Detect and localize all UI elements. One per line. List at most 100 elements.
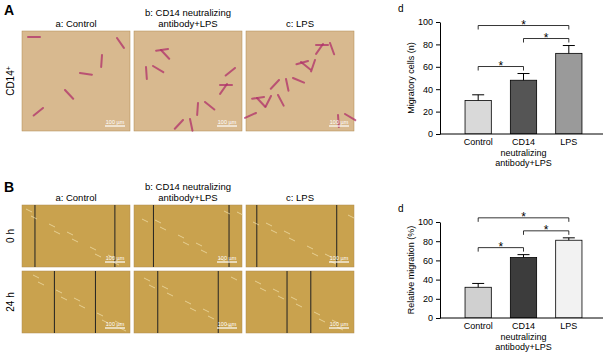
cell — [79, 305, 85, 308]
scratch-edge — [34, 205, 35, 267]
cell — [54, 231, 60, 234]
cell — [33, 275, 39, 278]
significance-label: * — [499, 240, 504, 254]
significance-label: * — [544, 31, 549, 45]
cell — [284, 231, 290, 234]
scale-bar — [329, 261, 349, 262]
bar — [510, 80, 536, 134]
y-tick-label: 60 — [423, 62, 433, 72]
cell — [67, 232, 73, 235]
significance-label: * — [544, 223, 549, 237]
stained-cell — [226, 68, 235, 76]
cell — [183, 242, 189, 245]
y-tick: 60 — [423, 256, 440, 266]
y-axis-title: Migratory cells (n) — [406, 42, 416, 114]
stained-cell — [161, 50, 169, 59]
cell — [266, 223, 272, 226]
x-tick: Control — [464, 134, 493, 147]
cell — [203, 309, 209, 312]
error-bar-cap — [518, 254, 530, 255]
scale-bar — [217, 125, 237, 126]
stained-cell — [65, 90, 73, 99]
scale-bar — [105, 125, 125, 126]
error-bar — [563, 46, 575, 54]
cell — [162, 286, 168, 289]
column-header: a: Control — [55, 18, 96, 29]
scale-bar — [105, 261, 125, 262]
column-header: b: CD14 neutralizingantibody+LPS — [145, 7, 231, 29]
x-axis-line — [440, 318, 603, 319]
stained-cell — [311, 60, 315, 71]
cell — [296, 304, 302, 307]
cell — [56, 290, 62, 293]
cell — [190, 308, 196, 311]
cell — [260, 288, 266, 291]
bar — [465, 100, 491, 134]
cell — [201, 250, 207, 253]
scratch-edge — [287, 271, 288, 333]
stained-cell — [330, 43, 334, 54]
micrograph — [134, 271, 242, 333]
y-tick-mark — [436, 260, 440, 261]
cell — [208, 316, 214, 319]
cell — [289, 238, 295, 241]
panel-label: d — [398, 3, 404, 14]
stained-cell — [266, 96, 271, 107]
y-tick-label: 40 — [423, 275, 433, 285]
x-tick: CD14neutralizingantibody+LPS — [495, 134, 551, 168]
cell — [61, 297, 67, 300]
scale-bar — [217, 327, 237, 328]
stained-cell — [316, 44, 328, 46]
stained-cell — [190, 119, 192, 131]
cell — [185, 301, 191, 304]
y-tick: 60 — [423, 62, 440, 72]
x-tick-label: Control — [464, 137, 493, 147]
cell — [273, 289, 279, 292]
y-tick: 0 — [428, 313, 440, 323]
stained-cell — [286, 79, 288, 91]
row-label: 0 h — [5, 229, 16, 243]
cell — [319, 319, 325, 322]
y-tick-label: 0 — [428, 313, 433, 323]
y-tick-mark — [436, 112, 440, 113]
y-tick-mark — [436, 89, 440, 90]
stained-cell — [175, 120, 183, 129]
cell — [314, 312, 320, 315]
y-tick: 40 — [423, 275, 440, 285]
scratch-edge — [153, 205, 154, 267]
y-tick-mark — [436, 67, 440, 68]
cell — [307, 246, 313, 249]
cell — [95, 254, 101, 257]
y-tick-label: 60 — [423, 256, 433, 266]
error-bar — [518, 74, 530, 81]
y-axis-title: Relative migration (%) — [406, 226, 416, 315]
error-bar — [472, 283, 484, 287]
cell — [97, 313, 103, 316]
scale-bar-label: 100 µm — [218, 119, 237, 125]
cell — [231, 277, 237, 280]
x-tick: LPS — [560, 134, 577, 147]
y-tick: 80 — [423, 237, 440, 247]
cell — [167, 293, 173, 296]
y-tick-mark — [436, 134, 440, 135]
cell — [178, 235, 184, 238]
scale-bar-label: 100 µm — [330, 321, 349, 327]
y-tick-mark — [436, 241, 440, 242]
scratch-edge — [157, 271, 158, 333]
error-bar-stem — [523, 74, 524, 81]
micrograph — [246, 31, 354, 131]
error-bar-cap — [563, 45, 575, 46]
cell — [90, 247, 96, 250]
scale-bar-label: 100 µm — [106, 119, 125, 125]
micrograph — [246, 271, 354, 333]
scratch-edge — [95, 271, 96, 333]
cell — [38, 282, 44, 285]
stained-cell — [271, 80, 279, 89]
stained-cell — [100, 55, 103, 67]
y-axis: 020406080100 — [418, 217, 441, 323]
x-tick: LPS — [560, 318, 577, 331]
y-tick: 100 — [418, 217, 440, 227]
micrograph — [22, 271, 130, 333]
y-tick-label: 20 — [423, 107, 433, 117]
y-tick-label: 100 — [418, 217, 433, 227]
